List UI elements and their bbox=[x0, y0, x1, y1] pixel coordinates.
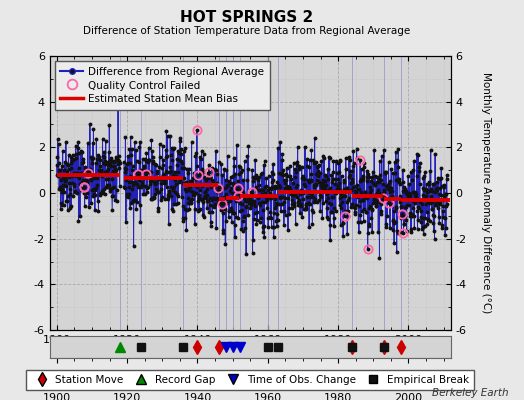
Text: HOT SPRINGS 2: HOT SPRINGS 2 bbox=[180, 10, 313, 25]
Legend: Station Move, Record Gap, Time of Obs. Change, Empirical Break: Station Move, Record Gap, Time of Obs. C… bbox=[26, 370, 474, 390]
Text: Berkeley Earth: Berkeley Earth bbox=[432, 388, 508, 398]
Text: Difference of Station Temperature Data from Regional Average: Difference of Station Temperature Data f… bbox=[83, 26, 410, 36]
Y-axis label: Monthly Temperature Anomaly Difference (°C): Monthly Temperature Anomaly Difference (… bbox=[481, 72, 490, 314]
Legend: Difference from Regional Average, Quality Control Failed, Estimated Station Mean: Difference from Regional Average, Qualit… bbox=[55, 61, 269, 110]
